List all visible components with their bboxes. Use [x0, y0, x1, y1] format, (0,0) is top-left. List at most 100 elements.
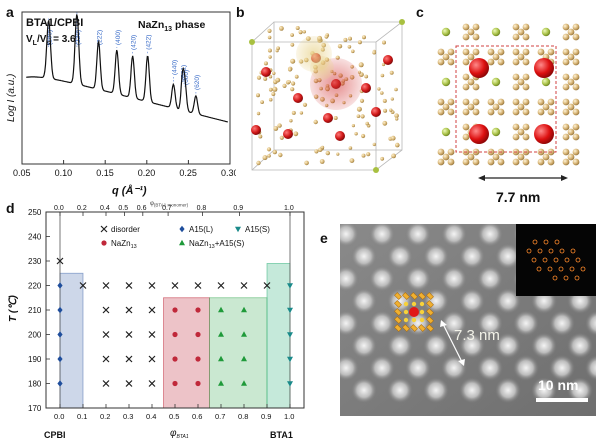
data-point — [125, 380, 133, 387]
y-tick-label: 170 — [28, 404, 42, 413]
top-tick-label: 0.4 — [100, 205, 110, 212]
lattice-blob — [387, 243, 413, 270]
data-point — [241, 306, 247, 313]
zn-atom — [382, 40, 386, 45]
zn-cluster — [402, 324, 410, 332]
lattice-blob — [340, 224, 359, 247]
na-atom — [261, 67, 271, 77]
top-tick-label: 0.2 — [77, 205, 87, 212]
zn-atom — [364, 74, 369, 79]
zn-atom — [268, 55, 272, 59]
corner-atom-green — [249, 39, 255, 45]
panel-d: d 170 180 190 200 210 220 230 240 250 0.0 0.1 0.2 0… — [0, 200, 320, 443]
lattice-blob — [459, 243, 485, 270]
zn-atom — [472, 83, 480, 91]
zn-atom — [299, 111, 304, 115]
data-point — [102, 282, 110, 289]
lattice-blob — [459, 287, 485, 314]
zn-atom — [390, 135, 396, 141]
zn-atom — [487, 58, 495, 66]
zn-atom — [380, 91, 384, 95]
data-point — [287, 381, 293, 387]
lattice-blob — [359, 224, 369, 225]
na-atom — [534, 58, 554, 78]
zn-atom — [487, 48, 495, 56]
panel-e: e 7.3 nm 10 nm — [320, 212, 599, 443]
panel-b: b — [236, 0, 416, 200]
data-point — [148, 355, 156, 363]
lattice-blob — [423, 243, 449, 270]
zn-atom — [273, 126, 279, 131]
lattice-blob — [441, 224, 467, 247]
zn-atom — [263, 61, 268, 66]
lattice-blob — [495, 377, 521, 404]
corner-atom — [491, 27, 501, 37]
zn-atom — [347, 45, 352, 49]
legend-marker — [179, 239, 185, 246]
data-point — [125, 282, 133, 289]
zn-atom — [572, 98, 580, 106]
zn-atom — [517, 53, 525, 61]
data-point — [218, 306, 224, 313]
zn-atom — [290, 33, 294, 37]
lattice-blob — [351, 377, 377, 404]
data-point — [125, 306, 133, 314]
zn-cluster — [426, 308, 434, 316]
zn-atom — [349, 158, 355, 164]
legend-marker — [100, 225, 108, 233]
zn-atom — [320, 145, 325, 150]
zn-atom — [447, 108, 455, 116]
zn-atom — [437, 108, 445, 116]
peak-label: (222) — [97, 30, 104, 45]
zn-atom — [419, 301, 425, 307]
zn-atom — [395, 142, 400, 148]
lattice-blob — [320, 310, 323, 336]
zn-atom — [562, 23, 570, 31]
zn-atom — [522, 73, 530, 81]
zn-atom — [348, 36, 352, 41]
fft-spot — [553, 257, 559, 263]
x-tick-label: 0.05 — [13, 168, 31, 178]
zn-atom — [462, 133, 470, 141]
zn-atom — [522, 158, 530, 166]
zn-atom — [278, 152, 283, 158]
zn-atom — [497, 158, 505, 166]
zn-atom — [572, 58, 580, 66]
top-axis-tick-labels: 0.0 0.2 0.4 0.5 0.6 0.7 0.8 0.9 1.0 — [54, 205, 294, 216]
zn-cluster — [394, 316, 402, 324]
zn-atom — [348, 146, 353, 150]
lattice-blob — [495, 332, 521, 359]
zn-atom — [279, 26, 284, 31]
data-point — [57, 331, 63, 338]
zn-atom — [362, 35, 366, 40]
zn-atom — [356, 114, 361, 118]
zn-atom — [517, 28, 525, 36]
zn-atom — [298, 29, 303, 35]
unit-cell-outline — [455, 45, 557, 153]
zn-atom — [291, 110, 296, 115]
data-point — [102, 380, 110, 387]
top-axis-label: φ(BTA1 monomer) — [150, 201, 189, 208]
y-tick-label: 240 — [28, 233, 42, 242]
zn-atom — [287, 80, 291, 84]
data-point — [148, 306, 156, 314]
zn-atom — [361, 133, 366, 139]
fft-spot — [537, 248, 543, 254]
y-tick-label: 220 — [28, 282, 42, 291]
zn-atom — [537, 98, 545, 106]
data-point — [102, 355, 110, 363]
lattice-blob — [575, 224, 585, 225]
zn-atom — [572, 148, 580, 156]
zn-atom — [537, 158, 545, 166]
zn-atom — [351, 49, 355, 54]
na-atom — [251, 125, 261, 135]
top-tick-label: 0.5 — [118, 205, 128, 212]
zn-atom — [290, 42, 295, 47]
sample-label: BTA1/CPBI — [26, 17, 83, 29]
zn-atom — [492, 153, 500, 161]
zn-atom — [442, 103, 450, 111]
fft-spot — [531, 257, 537, 263]
data-point — [287, 283, 293, 289]
y-tick-label: 180 — [28, 380, 42, 389]
scale-label: 7.7 nm — [496, 189, 540, 205]
